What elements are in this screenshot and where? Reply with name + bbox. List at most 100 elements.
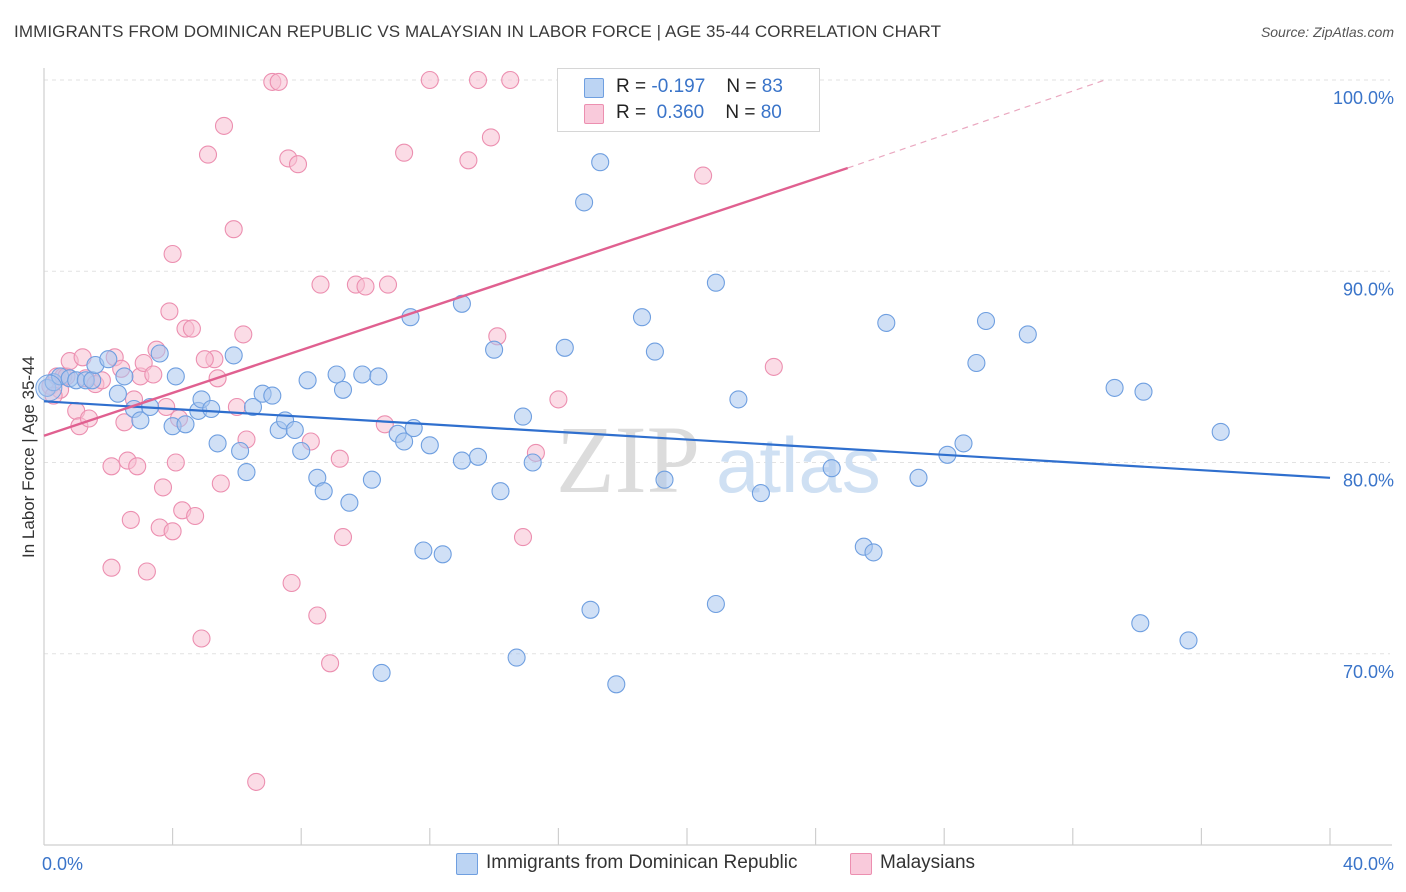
blue-data-point — [706, 273, 725, 292]
pink-data-point — [513, 528, 533, 547]
source-label: Source: ZipAtlas.com — [1260, 24, 1394, 40]
legend-label-dominican: Immigrants from Dominican Republic — [486, 852, 798, 873]
pink-data-point — [311, 275, 330, 294]
pink-data-point — [211, 474, 230, 493]
blue-data-point — [645, 342, 664, 361]
legend-swatch-pink — [584, 104, 604, 124]
pink-data-point — [375, 415, 394, 434]
gridlines — [44, 79, 1390, 655]
pink-data-point — [121, 510, 140, 529]
blue-data-point — [231, 441, 250, 461]
pink-trend-extension — [847, 79, 1106, 169]
blue-data-point — [202, 399, 221, 419]
pink-data-point — [378, 275, 398, 294]
legend-swatch-pink — [850, 853, 872, 875]
blue-data-point — [1105, 378, 1124, 397]
blue-data-point — [115, 367, 134, 386]
pink-data-point — [160, 302, 179, 321]
blue-data-point — [954, 434, 973, 453]
legend-n-label: N = — [726, 76, 757, 97]
pink-data-point — [330, 449, 349, 468]
pink-data-point — [198, 145, 218, 164]
blue-data-point — [1018, 325, 1037, 344]
blue-data-point — [285, 420, 304, 440]
blue-data-point — [99, 350, 118, 369]
pink-data-point — [153, 478, 173, 497]
pink-data-point — [501, 70, 520, 90]
blue-data-point — [485, 340, 504, 359]
pink-data-point — [282, 573, 301, 593]
pink-data-point — [333, 528, 353, 547]
blue-data-point — [176, 415, 195, 434]
blue-data-point — [864, 543, 883, 562]
pink-data-point — [308, 606, 327, 625]
trend-lines — [43, 79, 1331, 479]
blue-data-point — [575, 193, 594, 212]
pink-data-point — [288, 155, 308, 174]
legend-n-value: 83 — [761, 76, 783, 97]
pink-data-point — [182, 319, 201, 338]
pink-data-point — [192, 629, 211, 648]
blue-data-point — [555, 338, 574, 357]
y-tick-label: 80.0% — [1343, 471, 1394, 491]
legend-text-pink: R = 0.360 N = 80 — [616, 102, 782, 124]
blue-data-point — [967, 353, 986, 373]
pink-data-point — [224, 220, 243, 239]
y-tick-label: 90.0% — [1343, 279, 1394, 299]
blue-data-point — [340, 493, 359, 512]
pink-data-point — [186, 506, 205, 526]
blue-data-point — [607, 675, 626, 694]
legend-r-value: 0.360 — [656, 102, 705, 123]
y-tick-label: 100.0% — [1333, 88, 1394, 108]
pink-data-point — [481, 128, 500, 147]
x-tick-label: 40.0% — [1343, 854, 1394, 874]
blue-data-point — [591, 153, 610, 172]
legend-n-value: 80 — [760, 102, 782, 123]
blue-data-point — [655, 470, 674, 489]
blue-data-point — [1179, 631, 1198, 650]
watermark-zip: ZIP — [556, 406, 700, 513]
blue-data-point — [909, 468, 928, 487]
legend-swatch-blue — [456, 853, 478, 875]
blue-data-point — [822, 459, 841, 478]
blue-data-point — [581, 600, 600, 619]
pink-data-point — [137, 562, 156, 581]
pink-data-point — [195, 350, 214, 369]
blue-data-point — [372, 663, 391, 682]
blue-data-point — [491, 482, 510, 501]
pink-data-point — [247, 772, 266, 791]
watermark-atlas: atlas — [716, 421, 881, 509]
blue-data-point — [237, 463, 256, 482]
blue-data-point — [706, 594, 725, 614]
blue-data-point — [1211, 422, 1230, 441]
legend-r-label: R = — [616, 76, 647, 97]
blue-data-point — [108, 384, 127, 403]
pink-data-point — [214, 116, 234, 135]
pink-data-point — [420, 70, 439, 90]
blue-data-point — [83, 371, 102, 390]
blue-data-point — [263, 386, 282, 405]
blue-data-point — [729, 390, 748, 409]
blue-data-point — [131, 411, 150, 430]
y-tick-label: 70.0% — [1343, 662, 1394, 682]
blue-data-point — [632, 308, 652, 327]
data-points — [35, 70, 1230, 791]
blue-data-point — [433, 545, 452, 564]
blue-data-point — [333, 380, 353, 399]
pink-data-point — [166, 453, 185, 472]
blue-data-point — [35, 374, 63, 402]
pink-data-point — [102, 558, 121, 577]
blue-data-point — [362, 470, 381, 489]
tick-labels: 100.0% 90.0% 80.0% 70.0% 0.0% 40.0% — [42, 88, 1394, 874]
blue-data-point — [414, 541, 433, 560]
blue-data-point — [468, 447, 488, 466]
blue-data-point — [507, 648, 526, 667]
blue-data-point — [150, 344, 169, 363]
pink-data-point — [163, 522, 182, 541]
pink-data-point — [144, 365, 163, 384]
blue-data-point — [751, 484, 770, 503]
blue-data-point — [523, 453, 542, 472]
x-tick-label: 0.0% — [42, 854, 83, 874]
legend-r-label: R = — [616, 102, 647, 123]
